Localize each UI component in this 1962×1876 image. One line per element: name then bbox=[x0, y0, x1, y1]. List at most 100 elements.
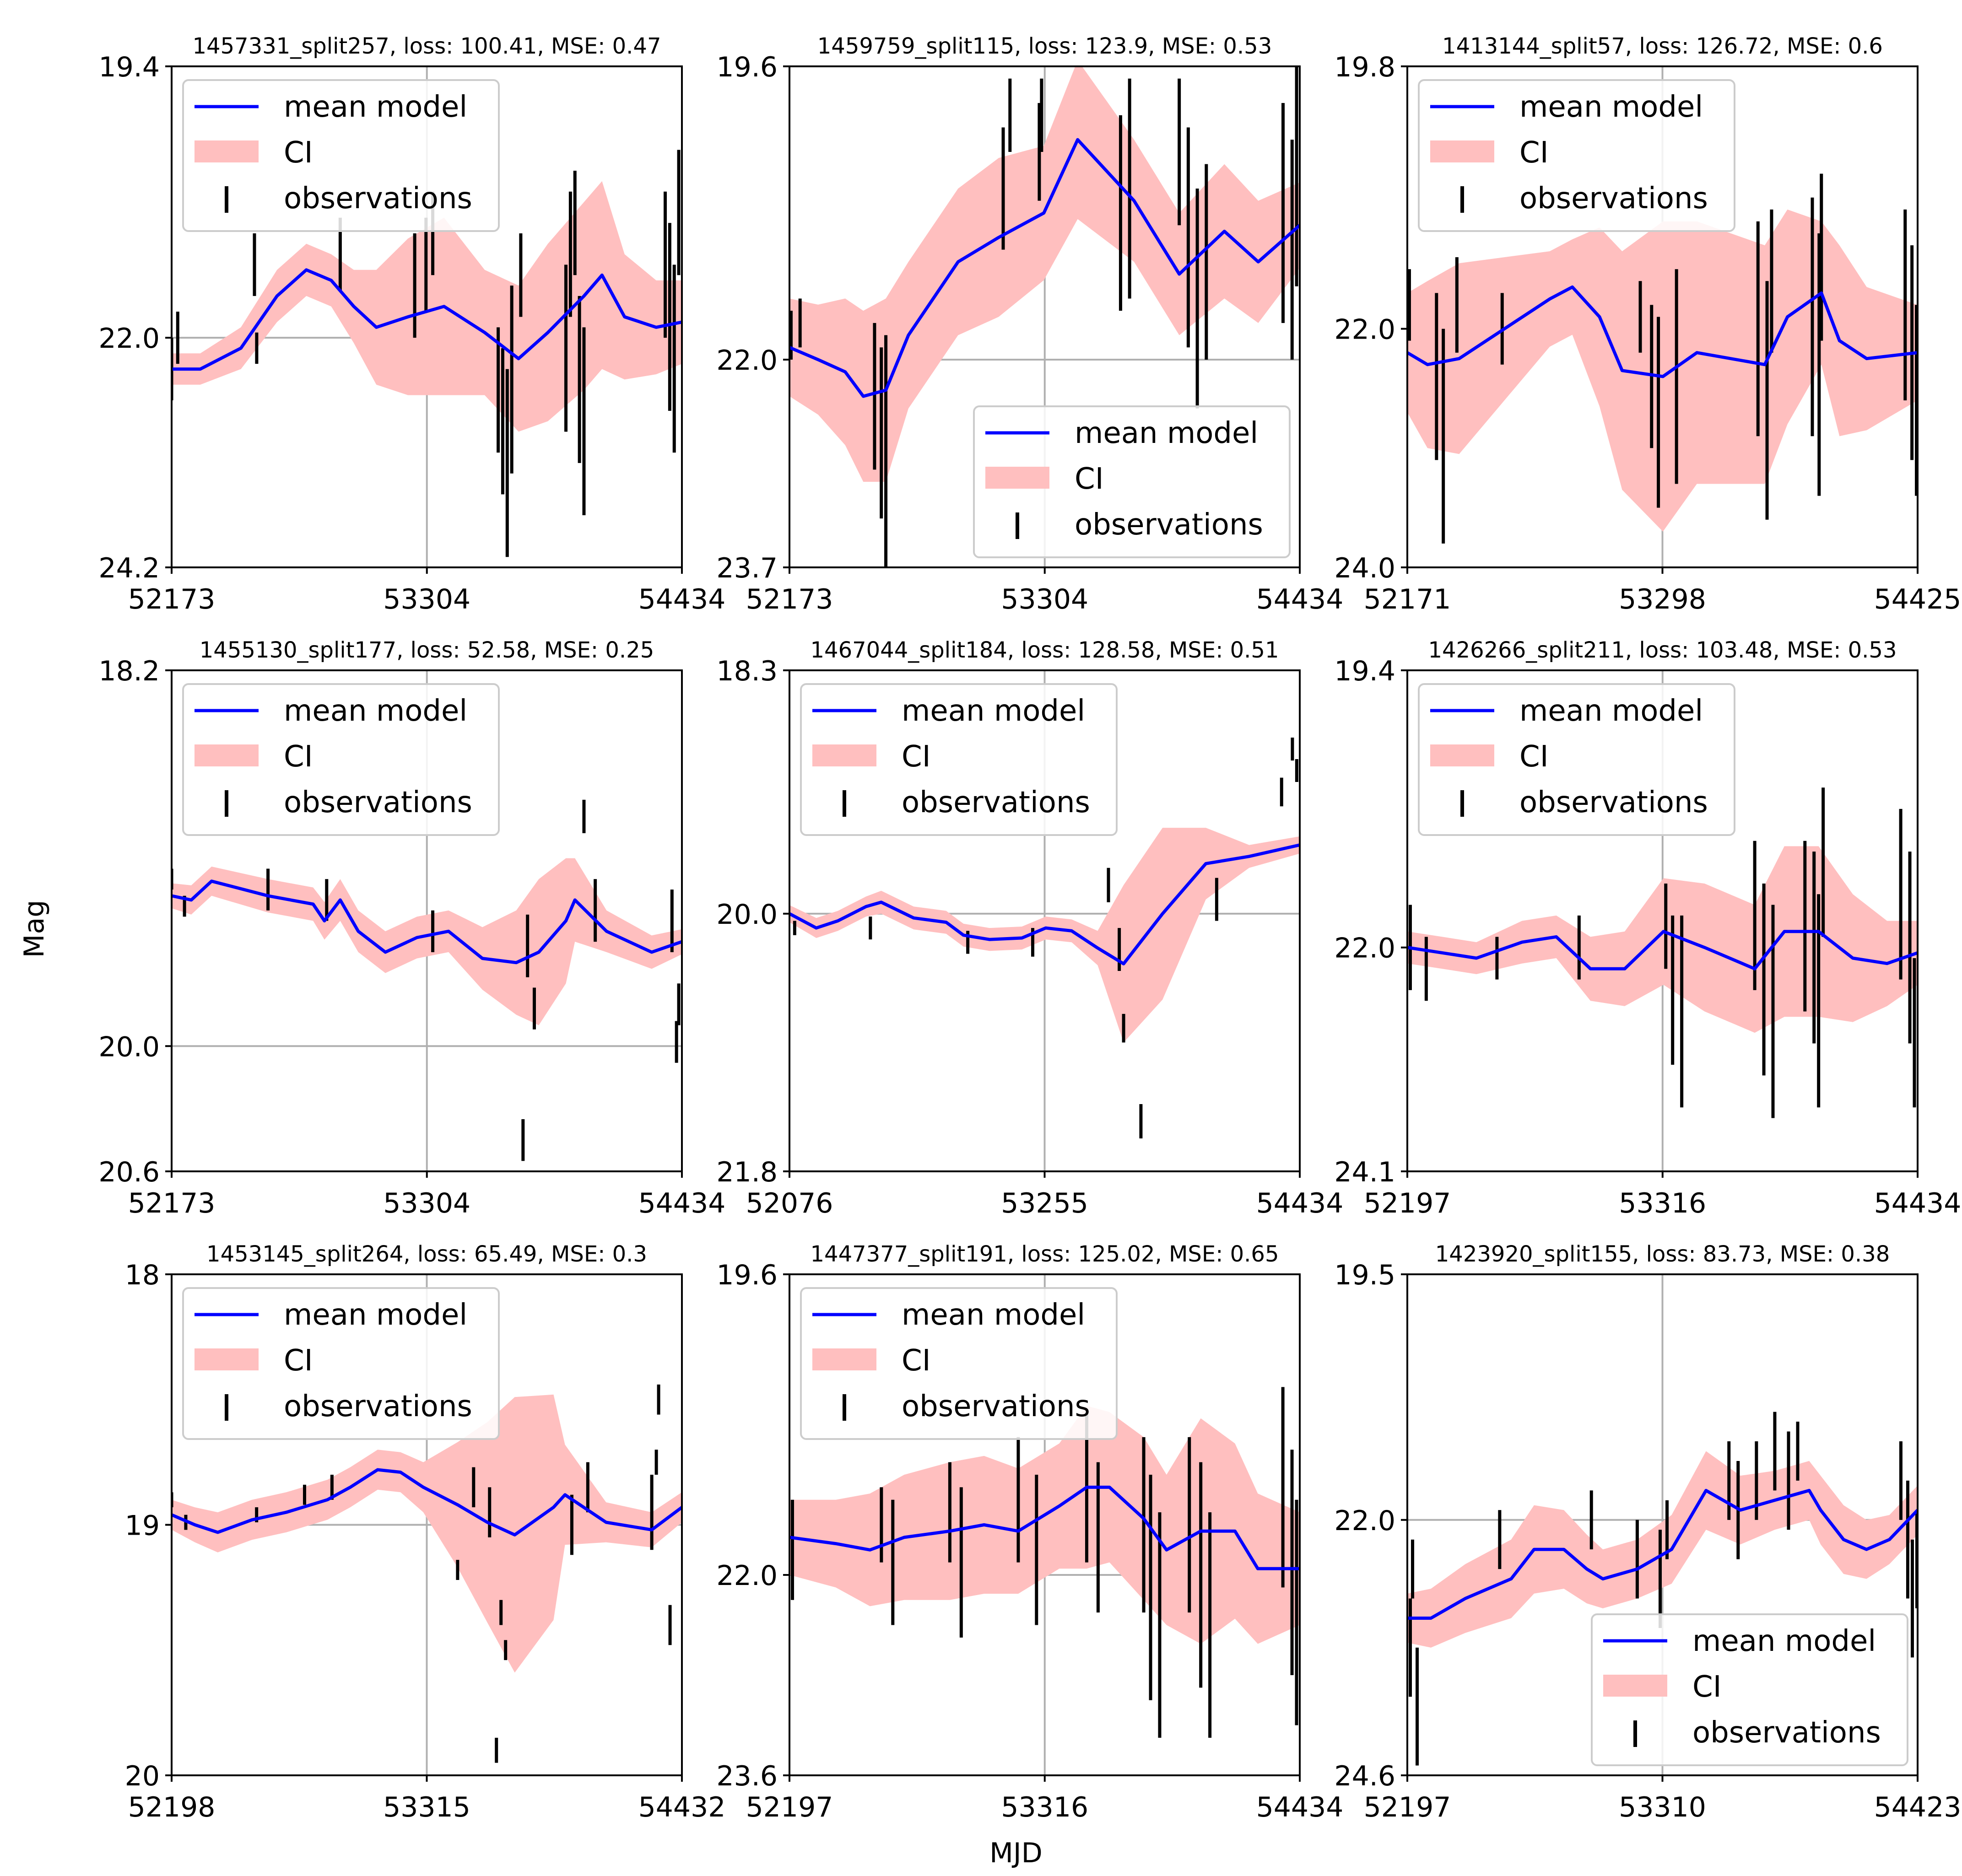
x-tick-label-2: 54434 bbox=[638, 1187, 726, 1219]
y-tick-label-1: 22.0 bbox=[98, 323, 160, 355]
x-tick-label-0: 52197 bbox=[1364, 1187, 1451, 1219]
legend-obs-label: observations bbox=[902, 1390, 1090, 1423]
legend-ci-label: CI bbox=[284, 136, 313, 170]
legend: mean model CI observations bbox=[973, 405, 1291, 558]
x-tick-label-1: 53315 bbox=[383, 1791, 470, 1823]
x-tick-label-2: 54434 bbox=[1874, 1187, 1962, 1219]
subplot-title: 1453145_split264, loss: 65.49, MSE: 0.3 bbox=[206, 1241, 647, 1267]
legend-obs-label: observations bbox=[1075, 508, 1263, 542]
mean-model-line bbox=[789, 843, 1300, 965]
legend-ci-swatch bbox=[985, 467, 1049, 489]
legend-box bbox=[800, 1287, 1118, 1440]
x-tick-label-0: 52197 bbox=[746, 1791, 833, 1823]
legend-ci-swatch bbox=[1430, 140, 1494, 162]
legend-ci-label: CI bbox=[1692, 1670, 1722, 1704]
y-tick-label-0: 18.3 bbox=[716, 655, 778, 687]
legend-box bbox=[800, 683, 1118, 836]
y-tick-label-1: 22.0 bbox=[716, 345, 778, 377]
x-tick-label-1: 53304 bbox=[383, 583, 470, 615]
subplot-title: 1413144_split57, loss: 126.72, MSE: 0.6 bbox=[1442, 33, 1883, 59]
x-tick-label-2: 54434 bbox=[1256, 583, 1344, 615]
x-tick-label-1: 53304 bbox=[1001, 583, 1088, 615]
legend-ci-swatch bbox=[812, 744, 876, 766]
x-tick-label-1: 53310 bbox=[1619, 1791, 1706, 1823]
legend-model-label: mean model bbox=[284, 90, 467, 124]
plot-area bbox=[172, 1384, 682, 1763]
x-tick-label-0: 52173 bbox=[128, 1187, 216, 1219]
y-tick-label-1: 22.0 bbox=[716, 1560, 778, 1592]
y-tick-label-2: 23.6 bbox=[716, 1760, 778, 1792]
legend-model-label: mean model bbox=[1519, 694, 1703, 728]
legend-ci-swatch bbox=[195, 1348, 259, 1370]
ci-band bbox=[789, 1406, 1300, 1644]
legend: mean model CI observations bbox=[182, 683, 500, 836]
subplot-grid: 52173 53304 54434 19.4 22.0 24.2 1457331_split… bbox=[98, 33, 1961, 1823]
legend-ci-label: CI bbox=[902, 1344, 931, 1378]
legend-model-label: mean model bbox=[1519, 90, 1703, 124]
legend-obs-label: observations bbox=[284, 1390, 472, 1423]
x-tick-label-2: 54434 bbox=[1256, 1791, 1344, 1823]
legend-ci-label: CI bbox=[284, 740, 313, 774]
legend-box bbox=[1418, 683, 1735, 836]
legend-ci-label: CI bbox=[1519, 740, 1549, 774]
legend-box bbox=[182, 79, 500, 232]
y-tick-label-1: 20.0 bbox=[98, 1031, 160, 1063]
legend-box bbox=[1591, 1613, 1908, 1766]
mean-model-line bbox=[1407, 930, 1918, 970]
y-tick-label-2: 20.6 bbox=[98, 1156, 160, 1188]
subplot-6: 52197 53316 54434 19.4 22.0 24.1 1426266_split… bbox=[1334, 637, 1961, 1219]
legend-box bbox=[182, 1287, 500, 1440]
y-tick-label-2: 21.8 bbox=[716, 1156, 778, 1188]
y-tick-label-2: 24.6 bbox=[1334, 1760, 1395, 1792]
subplot-title: 1457331_split257, loss: 100.41, MSE: 0.4… bbox=[192, 33, 661, 59]
plot-area bbox=[172, 799, 682, 1161]
subplot-5: 52076 53255 54434 18.3 20.0 21.8 1467044_split… bbox=[716, 637, 1343, 1219]
x-tick-label-0: 52173 bbox=[128, 583, 216, 615]
ci-band bbox=[1407, 846, 1918, 1033]
legend-ci-label: CI bbox=[1075, 462, 1104, 496]
subplot-title: 1455130_split177, loss: 52.58, MSE: 0.25 bbox=[200, 637, 654, 663]
x-tick-label-1: 53316 bbox=[1619, 1187, 1706, 1219]
legend-obs-label: observations bbox=[284, 786, 472, 819]
x-tick-label-0: 52173 bbox=[746, 583, 833, 615]
plot-area bbox=[789, 66, 1300, 567]
legend-box bbox=[1418, 79, 1735, 232]
y-tick-label-2: 24.0 bbox=[1334, 552, 1395, 584]
plot-area bbox=[789, 738, 1300, 1139]
y-tick-label-0: 19.6 bbox=[716, 51, 778, 83]
subplot-8: 52197 53316 54434 19.6 22.0 23.6 1447377_split… bbox=[716, 1241, 1343, 1823]
mean-model-line bbox=[1407, 285, 1918, 378]
y-tick-label-0: 19.6 bbox=[716, 1259, 778, 1291]
x-tick-label-0: 52076 bbox=[746, 1187, 833, 1219]
x-tick-label-2: 54423 bbox=[1874, 1791, 1962, 1823]
y-tick-label-1: 22.0 bbox=[1334, 933, 1395, 965]
x-tick-label-0: 52198 bbox=[128, 1791, 216, 1823]
legend-obs-label: observations bbox=[1519, 786, 1708, 819]
x-tick-label-1: 53255 bbox=[1001, 1187, 1088, 1219]
legend-model-label: mean model bbox=[902, 1298, 1085, 1332]
y-tick-label-0: 18.2 bbox=[98, 655, 160, 687]
y-tick-label-1: 22.0 bbox=[1334, 1505, 1395, 1537]
x-tick-label-2: 54434 bbox=[1256, 1187, 1344, 1219]
legend-model-label: mean model bbox=[902, 694, 1085, 728]
plot-area bbox=[172, 150, 682, 557]
x-tick-label-2: 54432 bbox=[638, 1791, 726, 1823]
x-tick-label-0: 52197 bbox=[1364, 1791, 1451, 1823]
y-tick-label-2: 23.7 bbox=[716, 552, 778, 584]
legend-model-label: mean model bbox=[1692, 1624, 1876, 1658]
legend-box bbox=[182, 683, 500, 836]
legend: mean model CI observations bbox=[1418, 79, 1735, 232]
subplot-9: 52197 53310 54423 19.5 22.0 24.6 1423920_split… bbox=[1334, 1241, 1961, 1823]
x-tick-label-2: 54434 bbox=[638, 583, 726, 615]
legend-ci-swatch bbox=[195, 744, 259, 766]
subplot-title: 1467044_split184, loss: 128.58, MSE: 0.5… bbox=[810, 637, 1279, 663]
legend-ci-label: CI bbox=[284, 1344, 313, 1378]
legend-model-label: mean model bbox=[284, 694, 467, 728]
legend-ci-swatch bbox=[1603, 1675, 1667, 1697]
y-tick-label-1: 20.0 bbox=[716, 899, 778, 931]
legend-ci-swatch bbox=[812, 1348, 876, 1370]
mean-model-line bbox=[789, 138, 1300, 398]
legend: mean model CI observations bbox=[800, 683, 1118, 836]
legend-obs-label: observations bbox=[1519, 182, 1708, 216]
legend: mean model CI observations bbox=[1418, 683, 1735, 836]
